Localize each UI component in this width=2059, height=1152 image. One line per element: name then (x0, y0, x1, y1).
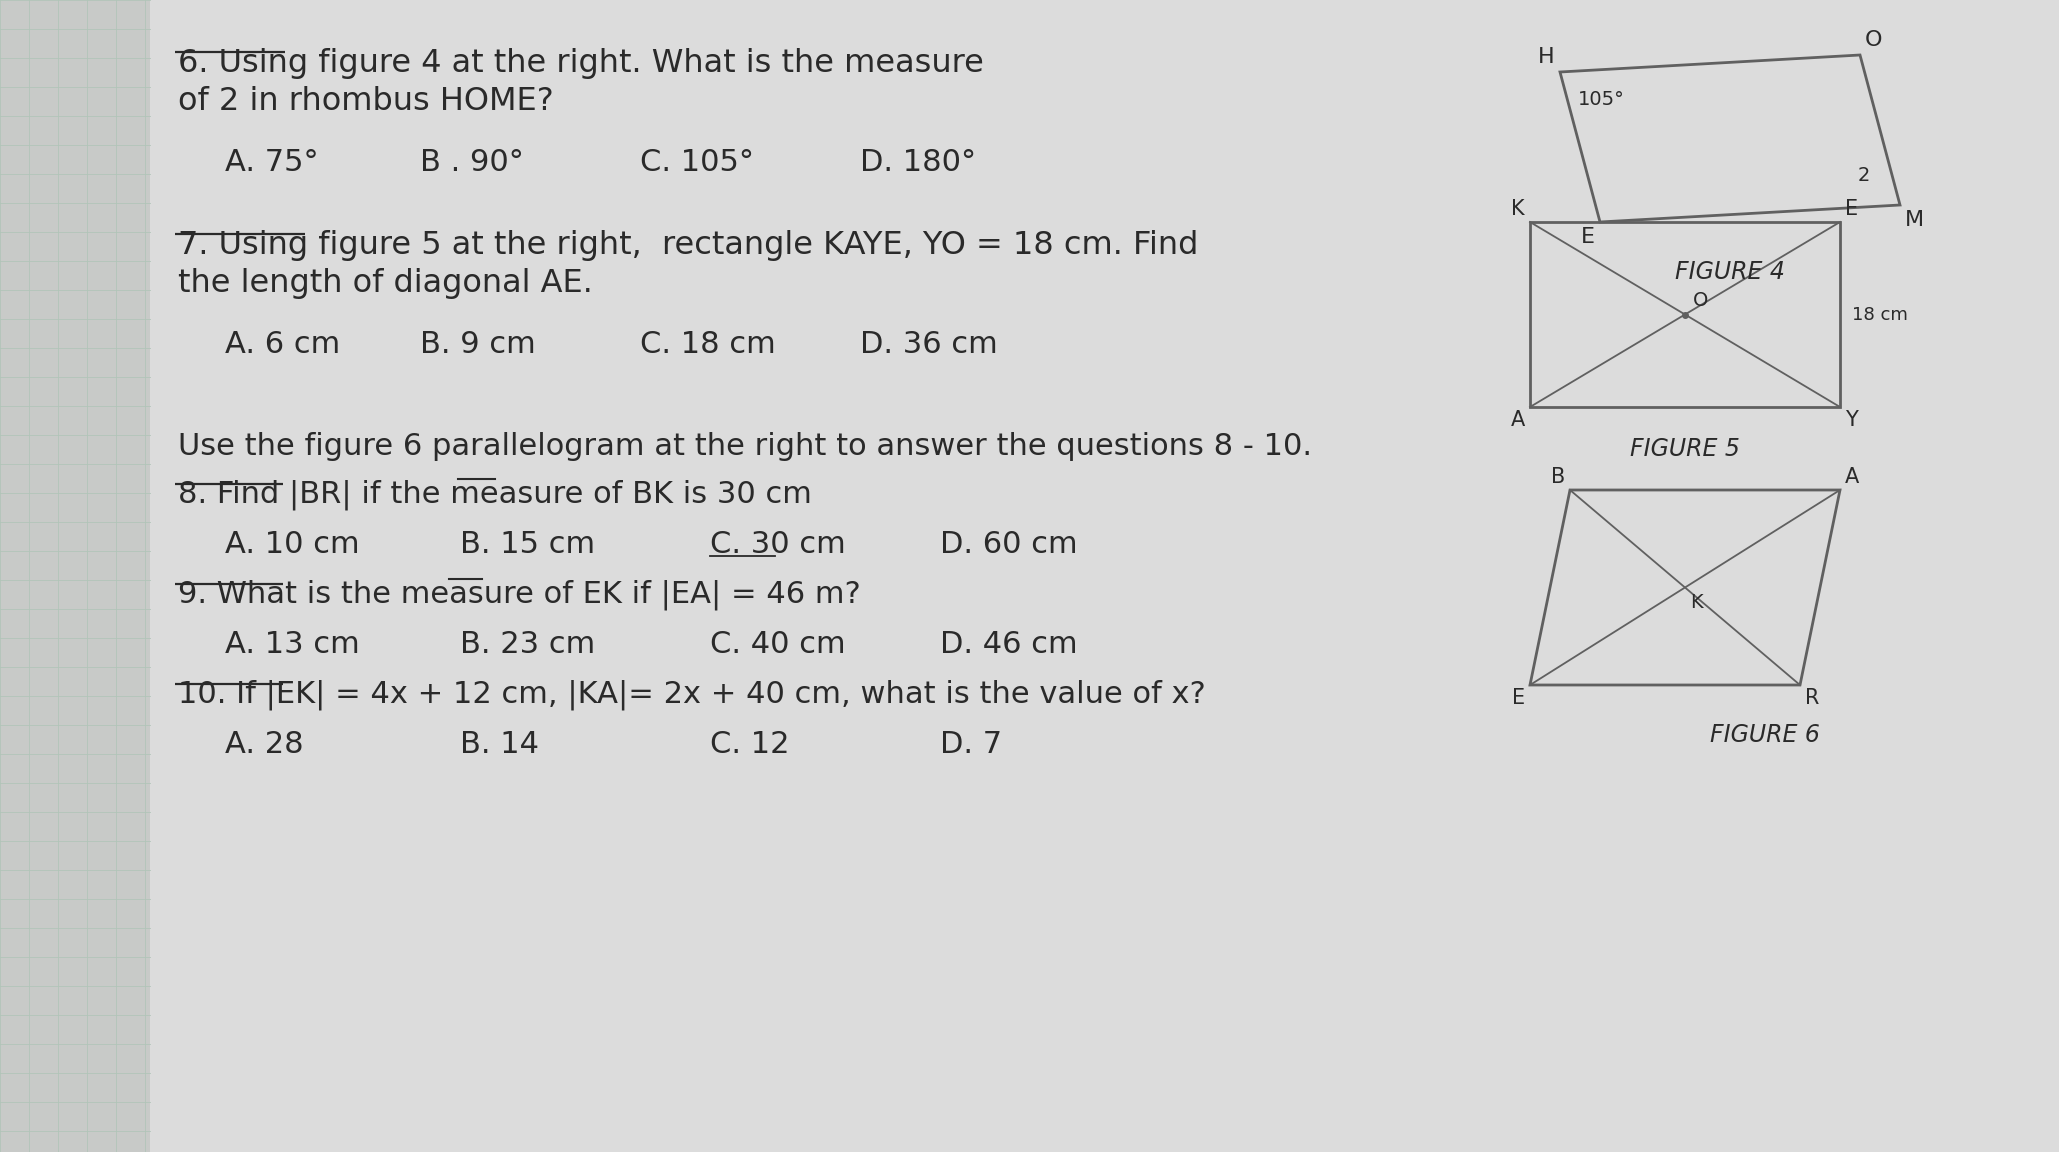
Text: A. 13 cm: A. 13 cm (224, 630, 360, 659)
Text: 105°: 105° (1577, 90, 1625, 109)
Text: A. 10 cm: A. 10 cm (224, 530, 360, 559)
Text: B . 90°: B . 90° (420, 147, 523, 177)
Text: K: K (1511, 199, 1526, 219)
Text: C. 30 cm: C. 30 cm (710, 530, 846, 559)
Text: 18 cm: 18 cm (1851, 305, 1909, 324)
Text: of 2 in rhombus HOME?: of 2 in rhombus HOME? (177, 86, 554, 118)
Text: B. 14: B. 14 (459, 730, 539, 759)
Text: D. 36 cm: D. 36 cm (861, 329, 999, 359)
Text: E: E (1845, 199, 1857, 219)
Text: A: A (1511, 410, 1526, 430)
Text: A. 6 cm: A. 6 cm (224, 329, 340, 359)
Text: 8. Find |BR| if the measure of BK is 30 cm: 8. Find |BR| if the measure of BK is 30 … (177, 480, 811, 510)
Text: O: O (1865, 30, 1882, 50)
Text: Y: Y (1845, 410, 1857, 430)
Text: 7. Using figure 5 at the right,  rectangle KAYE, YO = 18 cm. Find: 7. Using figure 5 at the right, rectangl… (177, 230, 1198, 262)
Text: the length of diagonal AE.: the length of diagonal AE. (177, 268, 593, 300)
Text: E: E (1581, 227, 1596, 247)
Text: B. 9 cm: B. 9 cm (420, 329, 535, 359)
Text: C. 12: C. 12 (710, 730, 789, 759)
Text: D. 180°: D. 180° (861, 147, 976, 177)
Text: D. 46 cm: D. 46 cm (941, 630, 1077, 659)
Text: C. 105°: C. 105° (640, 147, 754, 177)
Text: A: A (1845, 467, 1859, 487)
Text: FIGURE 4: FIGURE 4 (1676, 260, 1785, 285)
Text: A. 28: A. 28 (224, 730, 303, 759)
Text: B: B (1550, 467, 1565, 487)
Text: C. 18 cm: C. 18 cm (640, 329, 776, 359)
Text: R: R (1806, 688, 1820, 708)
Text: D. 60 cm: D. 60 cm (941, 530, 1077, 559)
Text: 9. What is the measure of EK if |EA| = 46 m?: 9. What is the measure of EK if |EA| = 4… (177, 579, 861, 611)
Text: M: M (1905, 210, 1923, 230)
Text: E: E (1511, 688, 1526, 708)
Text: H: H (1538, 47, 1555, 67)
Text: O: O (1692, 290, 1709, 310)
Text: C. 40 cm: C. 40 cm (710, 630, 846, 659)
Text: 6. Using figure 4 at the right. What is the measure: 6. Using figure 4 at the right. What is … (177, 48, 984, 79)
Text: B. 23 cm: B. 23 cm (459, 630, 595, 659)
Text: 2: 2 (1857, 166, 1870, 185)
Bar (0, 0, 150, 1152)
Text: Use the figure 6 parallelogram at the right to answer the questions 8 - 10.: Use the figure 6 parallelogram at the ri… (177, 432, 1312, 461)
Text: D. 7: D. 7 (941, 730, 1003, 759)
Text: FIGURE 5: FIGURE 5 (1631, 437, 1740, 461)
Text: FIGURE 6: FIGURE 6 (1711, 723, 1820, 746)
Text: A. 75°: A. 75° (224, 147, 319, 177)
Text: 10. If |EK| = 4x + 12 cm, |KA|= 2x + 40 cm, what is the value of x?: 10. If |EK| = 4x + 12 cm, |KA|= 2x + 40 … (177, 680, 1207, 711)
Text: K: K (1690, 592, 1703, 612)
Text: B. 15 cm: B. 15 cm (459, 530, 595, 559)
